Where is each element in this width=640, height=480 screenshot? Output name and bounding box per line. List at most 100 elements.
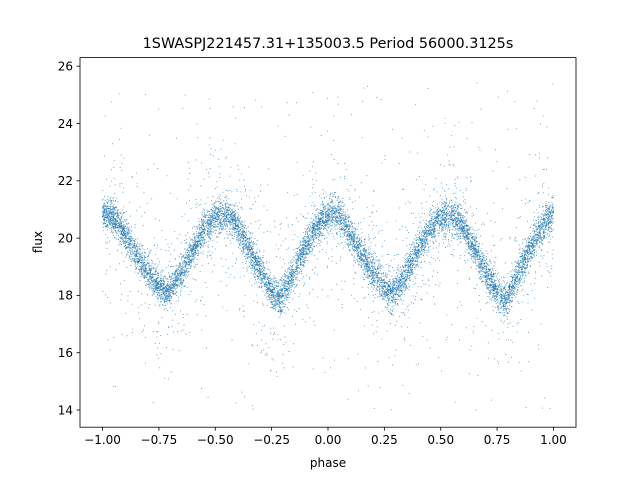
data-point xyxy=(353,234,355,236)
data-point xyxy=(163,276,165,278)
data-point xyxy=(345,231,347,233)
data-point xyxy=(456,227,458,229)
data-point xyxy=(360,240,363,242)
data-point xyxy=(168,298,170,300)
data-point xyxy=(121,221,123,223)
data-point xyxy=(143,254,145,256)
data-point xyxy=(507,308,509,310)
data-point xyxy=(272,285,274,287)
data-point xyxy=(490,272,492,274)
data-point xyxy=(518,252,520,254)
data-point xyxy=(377,286,379,288)
data-point xyxy=(210,213,212,215)
data-point xyxy=(442,228,444,230)
data-point xyxy=(133,243,135,245)
data-point xyxy=(492,278,494,280)
data-point xyxy=(408,267,410,269)
data-point xyxy=(540,227,542,229)
data-point xyxy=(189,255,191,257)
data-point xyxy=(295,265,297,267)
data-point xyxy=(471,256,474,258)
data-point xyxy=(379,266,381,268)
data-point xyxy=(283,292,285,294)
data-point xyxy=(191,227,194,229)
data-point xyxy=(130,232,132,234)
data-point xyxy=(177,281,179,283)
data-point xyxy=(504,293,506,295)
data-point xyxy=(468,236,470,238)
data-point xyxy=(128,245,130,247)
data-point xyxy=(192,242,194,244)
data-point xyxy=(312,241,314,244)
data-point xyxy=(409,243,411,245)
data-point xyxy=(324,217,327,219)
data-point xyxy=(151,290,153,292)
data-point xyxy=(526,240,528,242)
data-point xyxy=(258,262,260,264)
data-point xyxy=(353,238,355,240)
data-point xyxy=(307,237,309,239)
data-point xyxy=(135,268,137,270)
data-point xyxy=(224,202,226,204)
data-point xyxy=(183,286,185,288)
data-point xyxy=(474,261,476,263)
data-point xyxy=(472,228,474,230)
data-point xyxy=(399,298,402,300)
data-point xyxy=(205,214,207,216)
data-point xyxy=(521,271,523,273)
data-point xyxy=(492,305,494,307)
data-point xyxy=(179,285,181,287)
data-point xyxy=(204,213,206,215)
data-point xyxy=(144,265,146,267)
data-point xyxy=(501,283,503,285)
data-point xyxy=(381,274,383,276)
data-point xyxy=(226,202,228,204)
data-point xyxy=(239,216,241,219)
data-point xyxy=(342,226,344,228)
data-point xyxy=(538,228,540,230)
data-point xyxy=(195,234,198,236)
data-point xyxy=(266,286,268,288)
data-point xyxy=(494,287,496,289)
data-point xyxy=(284,296,286,298)
data-point xyxy=(216,221,218,223)
data-point xyxy=(182,281,184,283)
data-point xyxy=(280,288,282,290)
data-point xyxy=(201,237,203,239)
data-point xyxy=(274,290,276,292)
data-point xyxy=(540,238,542,240)
data-point xyxy=(249,257,252,259)
data-point xyxy=(389,280,391,282)
data-point xyxy=(258,265,260,267)
data-point xyxy=(236,212,238,214)
data-point xyxy=(290,291,292,293)
data-point xyxy=(390,292,392,294)
data-point xyxy=(446,197,448,199)
data-point xyxy=(287,267,289,269)
data-point xyxy=(411,266,413,268)
data-point xyxy=(159,293,161,295)
data-point xyxy=(194,233,196,235)
data-point xyxy=(243,245,245,247)
data-point xyxy=(261,274,263,276)
data-point xyxy=(330,216,332,218)
data-point xyxy=(186,275,188,277)
data-point xyxy=(369,268,371,270)
data-point xyxy=(338,203,340,205)
data-point xyxy=(452,213,454,215)
data-point xyxy=(514,283,516,285)
data-point xyxy=(484,281,486,283)
data-point xyxy=(237,218,239,220)
data-point xyxy=(503,314,505,316)
data-point xyxy=(139,265,141,267)
data-point xyxy=(407,261,409,263)
data-point xyxy=(258,278,260,280)
data-point xyxy=(406,269,408,271)
data-point xyxy=(222,227,224,229)
data-point xyxy=(213,202,215,204)
data-point xyxy=(434,216,436,218)
data-point xyxy=(546,234,548,236)
data-point xyxy=(249,234,251,236)
data-point xyxy=(422,251,424,253)
data-point xyxy=(272,281,274,283)
